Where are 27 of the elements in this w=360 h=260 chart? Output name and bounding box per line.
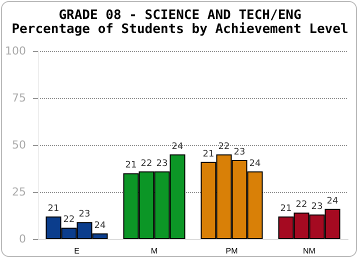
y-tick-label: 75 bbox=[12, 92, 26, 104]
y-tick-label: 50 bbox=[12, 138, 26, 152]
chart-subtitle: Percentage of Students by Achievement Level bbox=[12, 22, 348, 37]
chart-title: GRADE 08 - SCIENCE AND TECH/ENG bbox=[58, 8, 302, 23]
x-tick-label: E bbox=[74, 246, 80, 256]
y-tick-label: 0 bbox=[19, 232, 26, 246]
text: 22 bbox=[218, 142, 230, 152]
text: 24 bbox=[326, 196, 338, 206]
series-label: 23 bbox=[78, 210, 90, 220]
x-tick-label: M bbox=[150, 246, 158, 256]
text: 21 bbox=[280, 204, 292, 214]
series-label: 21 bbox=[48, 204, 60, 214]
y-tick-label: 25 bbox=[12, 186, 26, 198]
text: 21 bbox=[202, 149, 214, 160]
x-tick-label: NM bbox=[303, 246, 316, 256]
text: 23 bbox=[311, 202, 323, 212]
y-tick-label: 100 bbox=[5, 44, 26, 58]
x-tick-label: PM bbox=[226, 246, 238, 256]
text: 23 bbox=[156, 158, 168, 169]
series-label: 24 bbox=[94, 220, 106, 231]
text: 24 bbox=[249, 158, 261, 169]
series-label: 22 bbox=[63, 215, 75, 226]
text: 21 bbox=[125, 160, 137, 171]
text: 23 bbox=[234, 148, 246, 158]
text: 22 bbox=[140, 158, 152, 169]
text: 22 bbox=[296, 200, 308, 210]
text: 24 bbox=[172, 142, 184, 152]
